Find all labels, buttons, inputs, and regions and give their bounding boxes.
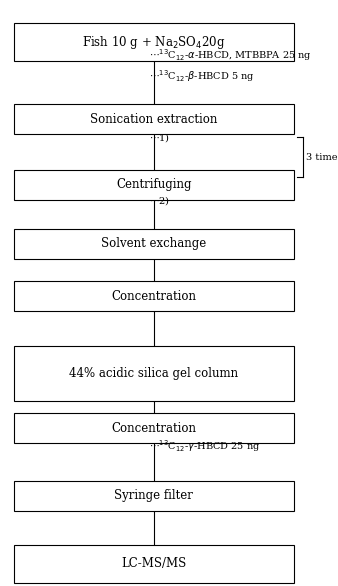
Text: $\cdots$2): $\cdots$2): [149, 194, 170, 207]
Text: Concentration: Concentration: [111, 422, 196, 435]
Bar: [14, 281, 294, 311]
Bar: [14, 481, 294, 510]
Bar: [14, 229, 294, 258]
Text: $\cdots$1): $\cdots$1): [149, 131, 170, 144]
Text: 3 times: 3 times: [306, 152, 338, 162]
Text: Centrifuging: Centrifuging: [116, 179, 192, 192]
Text: Concentration: Concentration: [111, 290, 196, 303]
Text: Sonication extraction: Sonication extraction: [90, 113, 217, 126]
Bar: [14, 23, 294, 62]
Bar: [14, 413, 294, 443]
Text: LC-MS/MS: LC-MS/MS: [121, 557, 187, 571]
Bar: [14, 346, 294, 401]
Bar: [14, 170, 294, 200]
Text: $\cdots$$^{13}$C$_{12}$-$\gamma$-HBCD 25 ng: $\cdots$$^{13}$C$_{12}$-$\gamma$-HBCD 25…: [149, 439, 260, 454]
Bar: [14, 104, 294, 134]
Text: Solvent exchange: Solvent exchange: [101, 237, 207, 250]
Text: $\cdots$$^{13}$C$_{12}$-$\alpha$-HBCD, MTBBPA 25 ng
$\cdots$$^{13}$C$_{12}$-$\be: $\cdots$$^{13}$C$_{12}$-$\alpha$-HBCD, M…: [149, 47, 312, 84]
Bar: [14, 545, 294, 583]
Text: 44% acidic silica gel column: 44% acidic silica gel column: [69, 367, 238, 380]
Text: Fish 10 g + Na$_2$SO$_4$20g: Fish 10 g + Na$_2$SO$_4$20g: [82, 34, 225, 51]
Text: Syringe filter: Syringe filter: [114, 489, 193, 502]
